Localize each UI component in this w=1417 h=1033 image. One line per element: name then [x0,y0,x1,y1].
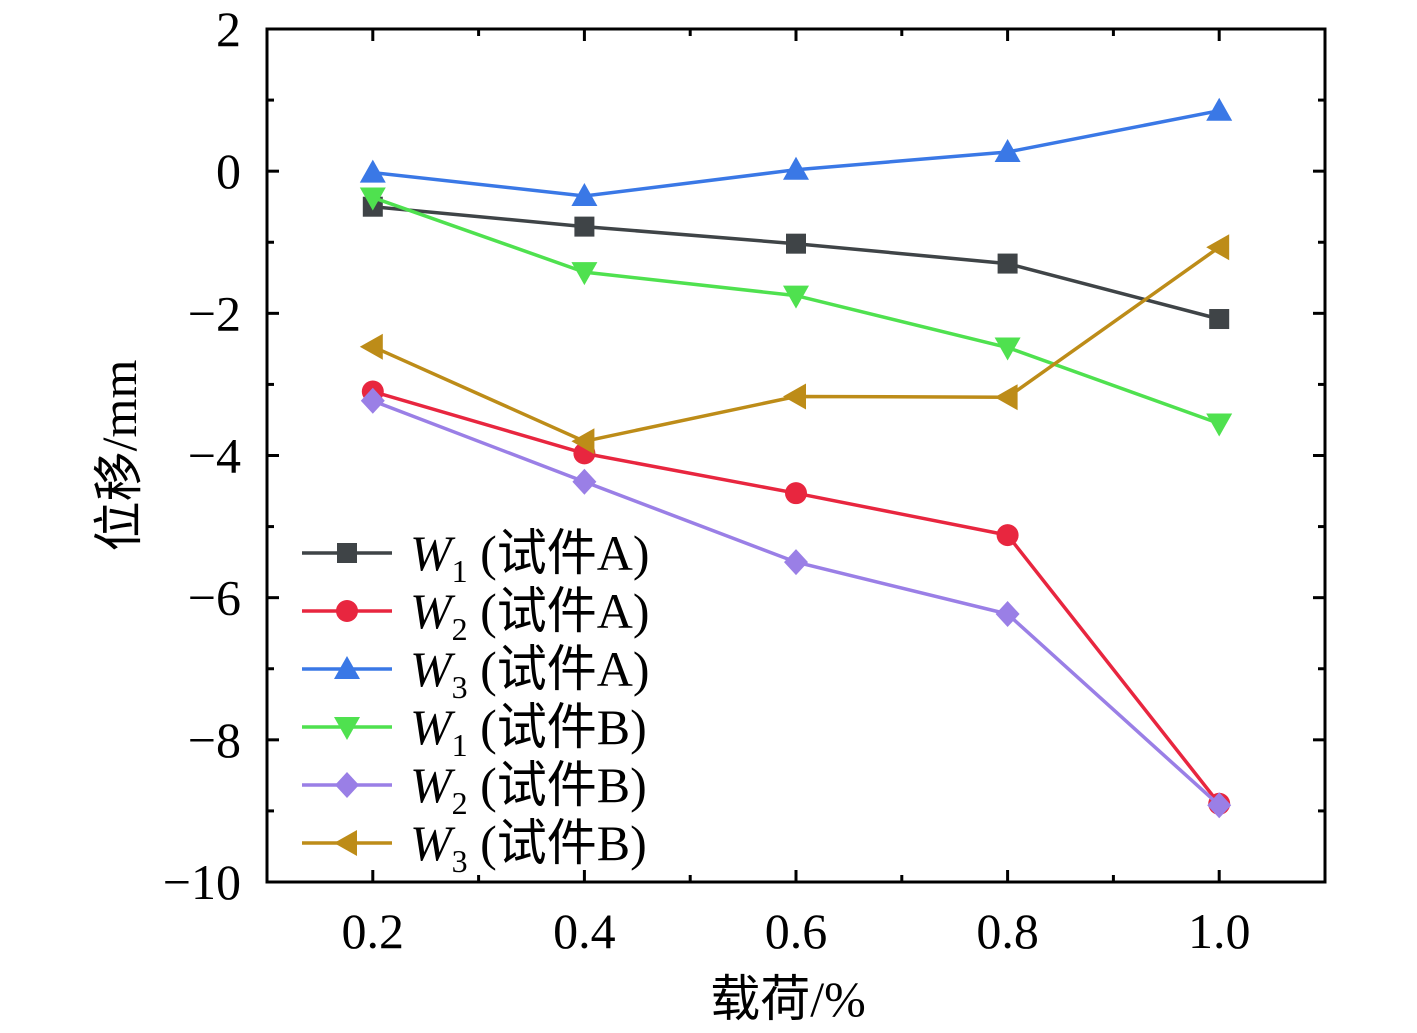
data-point [360,387,385,414]
legend-item-1: W1 (试件A) [302,525,650,589]
data-point [994,384,1018,411]
y-tick-label: −6 [188,570,241,626]
data-point [786,233,806,254]
data-point [994,337,1021,361]
y-tick-label: −8 [188,712,241,768]
data-point [571,262,598,286]
axes-layer: −10 −8 −6 −4 −2 0 2 0.2 0.4 0.6 0.8 1.0 载荷/% 位移/mm [91,1,1327,1027]
data-point [1206,413,1233,437]
legend-item-2: W2 (试件A) [302,583,650,647]
legend-item-6: W3 (试件B) [302,815,647,879]
legend-label: W3 (试件A) [410,641,650,705]
y-tick-label: −2 [188,285,241,341]
legend-marker [334,717,360,740]
legend-label: W3 (试件B) [410,815,647,879]
data-point [783,285,809,309]
legend-label: W2 (试件A) [410,583,650,647]
x-axis-label: 载荷/% [710,971,866,1027]
legend-marker [335,772,359,798]
data-point [783,156,809,180]
series-5 [360,387,1232,819]
data-point [1206,234,1230,261]
legend-marker [336,600,358,622]
y-tick-label: 0 [216,143,241,199]
legend-item-5: W2 (试件B) [302,757,647,821]
data-point [571,428,595,455]
data-point [572,468,597,495]
legend-label: W1 (试件A) [410,525,650,589]
data-point [1207,792,1232,819]
legend-label: W1 (试件B) [410,699,647,763]
data-point [359,187,386,211]
x-tick-label: 1.0 [1188,903,1251,959]
data-point [574,216,595,237]
data-point [994,138,1021,162]
x-tick-label: 0.2 [342,903,405,959]
data-point [997,253,1018,274]
data-point [359,333,383,360]
legend-marker [334,656,360,679]
x-tick-label: 0.8 [976,903,1039,959]
legend-label: W2 (试件B) [410,757,647,821]
series-1 [362,196,1230,330]
data-point [1209,309,1230,330]
series-layer [359,97,1233,819]
data-point [784,549,808,576]
data-point [359,159,386,183]
legend-marker [334,830,357,856]
y-axis-label: 位移/mm [91,360,147,552]
x-tick-label: 0.6 [765,903,828,959]
series-6 [359,234,1230,455]
series-line [372,108,1220,198]
x-tick-label: 0.4 [553,903,616,959]
y-tick-label: −10 [163,854,241,910]
data-point [783,383,806,410]
legend-item-4: W1 (试件B) [302,699,647,763]
legend-item-3: W3 (试件A) [302,641,650,705]
y-tick-label: 2 [216,1,241,57]
data-point [996,524,1019,547]
legend-marker [337,543,357,563]
y-tick-label: −4 [188,428,241,484]
legend: W1 (试件A)W2 (试件A)W3 (试件A)W1 (试件B)W2 (试件B)… [302,525,650,879]
data-point [571,183,598,207]
series-4 [359,187,1233,437]
series-line [372,245,1221,444]
series-3 [359,97,1233,207]
data-point [785,482,807,505]
data-point [995,601,1020,628]
data-point [1206,97,1233,121]
